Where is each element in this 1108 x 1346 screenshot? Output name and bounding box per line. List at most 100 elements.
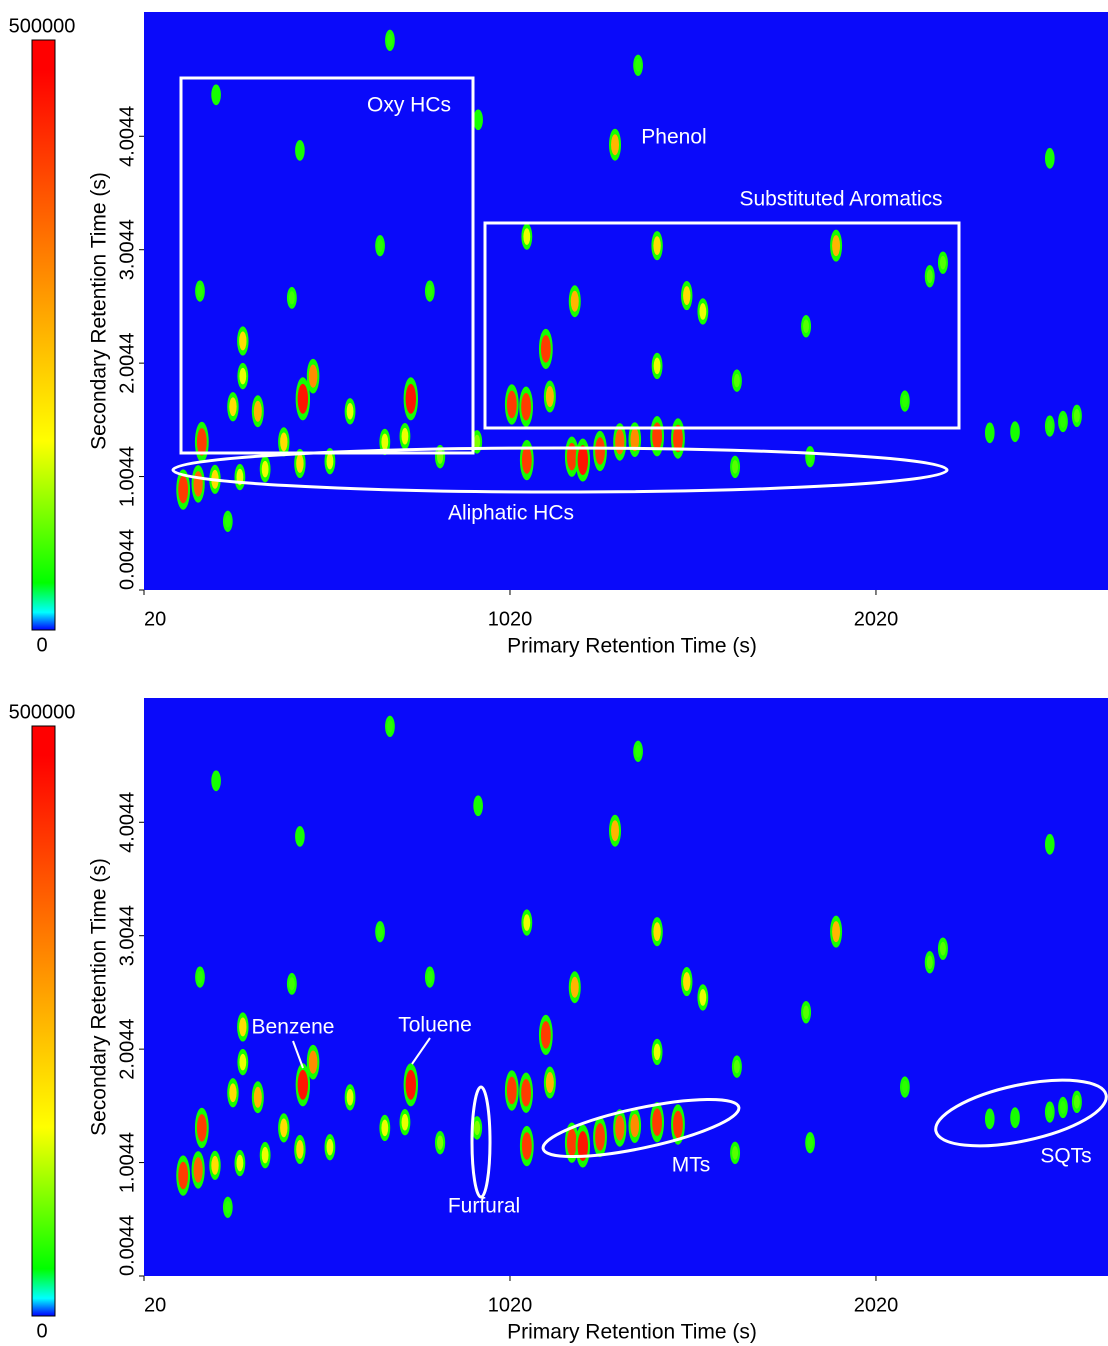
peak (296, 454, 304, 473)
peak (381, 433, 389, 451)
peak (733, 1059, 740, 1074)
peak (506, 1076, 517, 1105)
peak (436, 1135, 444, 1150)
peak (405, 1069, 417, 1100)
peak (832, 921, 841, 943)
y-tick-label: 1.0044 (116, 1132, 138, 1193)
peak (986, 426, 993, 439)
peak (1046, 1105, 1053, 1119)
peak (683, 972, 691, 991)
peak (224, 514, 231, 528)
peak (803, 319, 810, 333)
peak (213, 88, 219, 101)
annotation-label: Substituted Aromatics (739, 188, 942, 211)
peak (211, 1155, 219, 1175)
peak (939, 941, 946, 956)
peak (473, 1120, 481, 1136)
y-tick-label: 3.0044 (116, 905, 138, 966)
peak (280, 1118, 288, 1138)
peak (196, 428, 207, 456)
peak (377, 925, 383, 938)
peak (197, 970, 203, 984)
peak (1046, 419, 1053, 433)
y-tick-label: 4.0044 (116, 106, 138, 167)
peak (986, 1112, 993, 1125)
peak (521, 1078, 531, 1107)
y-axis-label: Secondary Retention Time (s) (88, 172, 111, 450)
x-tick-label: 2020 (854, 608, 899, 630)
peak (280, 432, 288, 452)
peak (475, 799, 481, 812)
peak (506, 390, 517, 419)
peak (326, 452, 334, 470)
peak (239, 1017, 247, 1037)
annotation-ellipse (470, 1085, 492, 1199)
peak (630, 1114, 640, 1138)
peak (229, 397, 237, 417)
peak (611, 134, 620, 156)
colorbar-tick-label: 0 (36, 634, 47, 656)
peaks (176, 715, 1082, 1218)
peak (733, 373, 740, 388)
peak (308, 1050, 318, 1074)
peak (178, 475, 189, 504)
peak (1047, 152, 1053, 165)
annotation-label: Benzene (252, 1016, 335, 1039)
x-axis-label: Primary Retention Time (s) (507, 635, 757, 658)
annotation-label: MTs (672, 1154, 711, 1177)
peak (224, 1200, 231, 1214)
x-axis-label: Primary Retention Time (s) (507, 1321, 757, 1344)
peak (297, 383, 309, 414)
peak (902, 394, 908, 408)
peak (193, 1157, 203, 1183)
peak (699, 989, 707, 1006)
peak (595, 1123, 605, 1151)
peak (401, 1113, 409, 1131)
peak (239, 367, 247, 385)
peak (540, 335, 551, 363)
colorbar (31, 725, 56, 1317)
peak (653, 1043, 661, 1061)
annotation-box (483, 221, 961, 430)
peak (652, 1108, 663, 1137)
y-tick-label: 4.0044 (116, 792, 138, 853)
peak (570, 290, 579, 312)
peak (387, 34, 393, 47)
peak (1012, 425, 1018, 438)
colorbar-tick-label: 500000 (9, 15, 76, 37)
peak (926, 269, 933, 284)
annotation-label: Furfural (448, 1195, 520, 1218)
peak (926, 955, 933, 970)
peak (261, 1146, 269, 1164)
annotation-ellipse (934, 1078, 1108, 1148)
peak (653, 357, 661, 375)
peak (253, 400, 262, 422)
peak (261, 460, 269, 478)
annotation-ellipse (171, 446, 949, 494)
peak (296, 1140, 304, 1159)
peak (577, 1131, 589, 1161)
peak (683, 286, 691, 305)
x-tick-label: 20 (144, 608, 166, 630)
peak (595, 437, 605, 465)
peak (1073, 409, 1080, 423)
colorbar-tick-label: 0 (36, 1320, 47, 1342)
peak (566, 442, 577, 471)
y-axis-label: Secondary Retention Time (s) (88, 858, 111, 1136)
annotation-pointer (292, 1040, 304, 1069)
peak (807, 1136, 813, 1149)
peak (213, 774, 219, 787)
peak (196, 1114, 207, 1142)
peak (545, 386, 554, 408)
annotation-label: SQTs (1040, 1145, 1091, 1168)
peak (475, 113, 481, 126)
annotation-label: Oxy HCs (367, 94, 451, 117)
peak (540, 1021, 551, 1049)
peak (377, 239, 383, 252)
peak (521, 446, 532, 474)
annotation-label: Aliphatic HCs (448, 502, 574, 525)
peak (473, 434, 481, 450)
peak (615, 429, 625, 455)
peak (566, 1128, 577, 1157)
